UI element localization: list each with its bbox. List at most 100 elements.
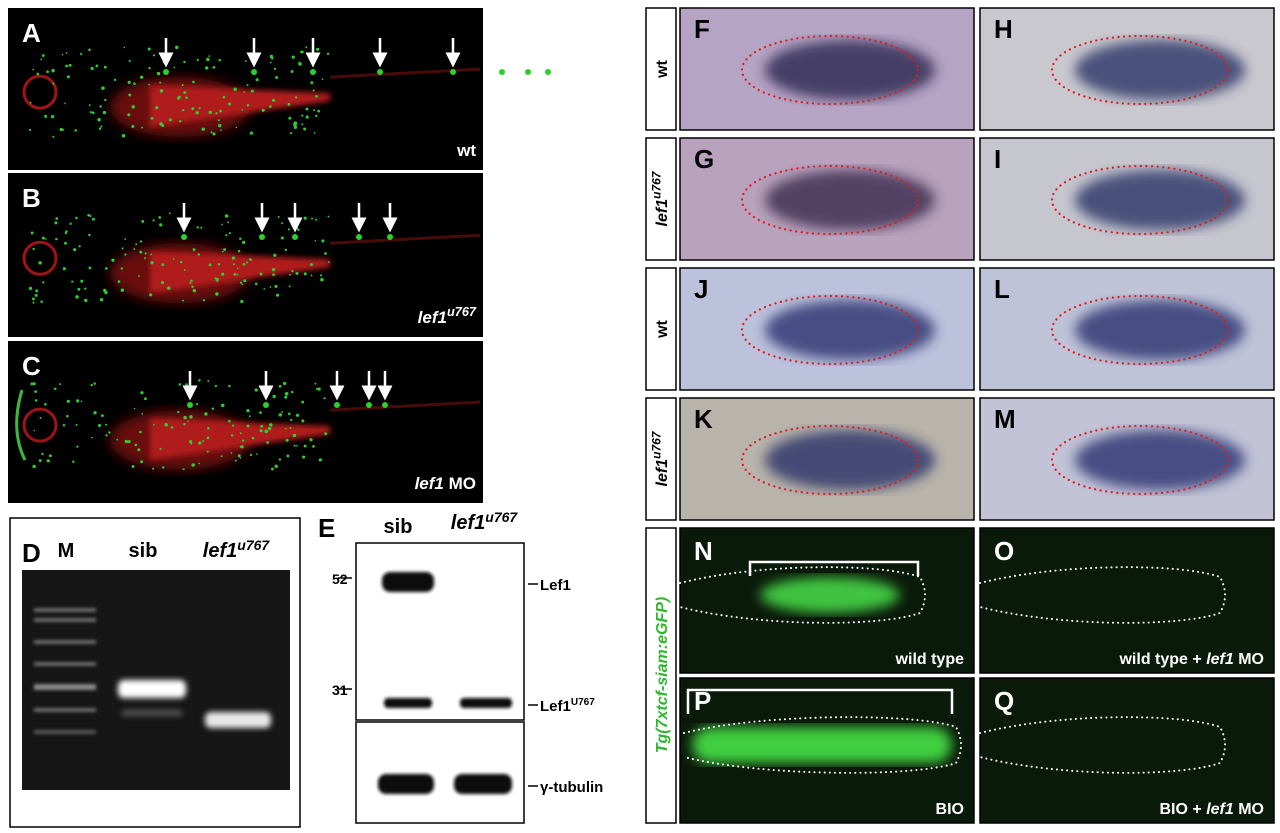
- stain: [1075, 300, 1245, 360]
- eye: [22, 407, 58, 443]
- panel-letter: Q: [994, 686, 1014, 716]
- stain: [1075, 40, 1245, 100]
- panel-label: BIO: [936, 801, 964, 818]
- reporter-panel: Q BIO + lef1 MO: [979, 677, 1275, 824]
- band-label: γ-tubulin: [540, 779, 603, 796]
- panel-label: BIO + lef1 MO: [1160, 801, 1265, 818]
- outline: [740, 424, 920, 496]
- stain: [1075, 430, 1245, 490]
- panel-background: [8, 8, 483, 170]
- row-label-frame: [645, 267, 677, 391]
- panel-letter: N: [694, 536, 713, 566]
- gfp-signal: [760, 577, 900, 613]
- outline: [679, 566, 926, 624]
- panel-background: [8, 341, 483, 503]
- panel-background: [8, 173, 483, 337]
- outline: [740, 34, 920, 106]
- panel-label: wild type: [895, 651, 965, 668]
- embryo-panel: Awt: [8, 8, 556, 170]
- ish-panel: K: [679, 397, 975, 521]
- panel-letter: J: [694, 274, 708, 304]
- marker-label: 52: [332, 571, 348, 587]
- gel-panel: D M sib lef1u767: [9, 517, 301, 828]
- panel-letter: E: [318, 513, 335, 543]
- lane-label: M: [58, 540, 75, 562]
- outline: [1050, 34, 1230, 106]
- panel-label: lef1u767: [650, 430, 671, 486]
- panel-letter: C: [22, 351, 41, 381]
- stain: [1075, 170, 1245, 230]
- panel-label: wt: [654, 59, 671, 78]
- row-label-frame: [645, 397, 677, 521]
- ish-panel: J: [679, 267, 975, 391]
- trunk: [150, 251, 330, 294]
- outline: [979, 566, 1226, 624]
- panel-letter: D: [22, 538, 41, 568]
- panel-label: wild type + lef1 MO: [1118, 651, 1264, 668]
- stain: [765, 300, 935, 360]
- panel-label: lef1 MO: [415, 474, 476, 493]
- eye: [22, 240, 58, 276]
- reporter-panel: P BIO: [679, 677, 975, 824]
- lane-label: sib: [384, 516, 413, 538]
- band-label: Lef1U767: [540, 697, 595, 715]
- row-label-frame: [645, 7, 677, 131]
- lane-label: lef1u767: [203, 537, 271, 562]
- eye: [22, 74, 58, 110]
- stain: [765, 430, 935, 490]
- blot-frame: [355, 542, 525, 721]
- ish-panel: L: [979, 267, 1275, 391]
- blot-frame: [355, 721, 525, 824]
- lane-label: lef1u767: [451, 509, 519, 534]
- panel-letter: H: [994, 14, 1013, 44]
- trunk: [150, 85, 330, 128]
- panel-letter: I: [994, 144, 1001, 174]
- row-label-frame: [645, 527, 677, 824]
- panel-letter: B: [22, 183, 41, 213]
- panel-letter: F: [694, 14, 710, 44]
- ish-panel: G: [679, 137, 975, 261]
- panel-letter: O: [994, 536, 1014, 566]
- bracket: [748, 560, 920, 576]
- ish-panel: F: [679, 7, 975, 131]
- row-label-frame: [645, 137, 677, 261]
- lane-label: sib: [129, 540, 158, 562]
- panel-letter: L: [994, 274, 1010, 304]
- panel-background: [979, 527, 1275, 674]
- stain: [765, 170, 935, 230]
- stain: [765, 40, 935, 100]
- panel-label: lef1u767: [650, 170, 671, 226]
- ish-panel: H: [979, 7, 1275, 131]
- outline: [740, 294, 920, 366]
- panel-letter: K: [694, 404, 713, 434]
- tail: [329, 400, 481, 412]
- gfp-signal: [692, 727, 952, 763]
- outline: [1050, 164, 1230, 236]
- marker-label: 31: [332, 682, 348, 698]
- outline: [1050, 294, 1230, 366]
- panel-label: lef1u767: [418, 304, 477, 327]
- panel-letter: P: [694, 686, 711, 716]
- panel-label: wt: [654, 319, 671, 338]
- tail: [329, 233, 481, 245]
- head-outline: [15, 389, 27, 461]
- panel-letter: A: [22, 18, 41, 48]
- panel-letter: G: [694, 144, 714, 174]
- ish-panel: I: [979, 137, 1275, 261]
- panel-label: wt: [456, 141, 476, 160]
- outline: [1050, 424, 1230, 496]
- bracket: [686, 688, 954, 714]
- western-panel: E sib lef1u767 52 31 Lef1 Lef1U767 γ-tub…: [318, 509, 603, 824]
- transgene-label: Tg(7xtcf-siam:eGFP): [654, 597, 671, 753]
- panel-letter: M: [994, 404, 1016, 434]
- outline: [740, 164, 920, 236]
- ish-panel: M: [979, 397, 1275, 521]
